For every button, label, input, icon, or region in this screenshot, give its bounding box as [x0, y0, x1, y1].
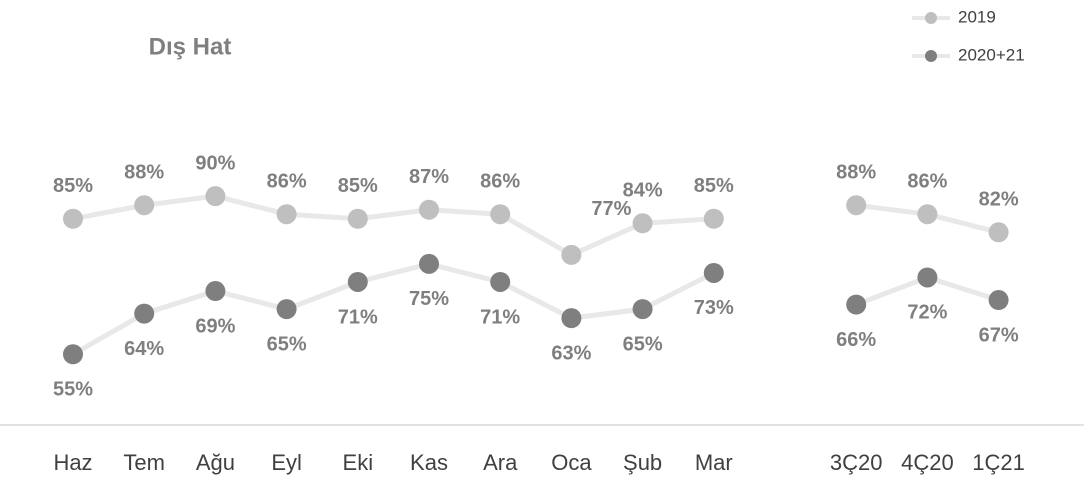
- x-tick-label: Haz: [53, 450, 92, 475]
- point: [846, 195, 867, 216]
- data-label: 86%: [267, 171, 307, 193]
- x-tick-label: Ağu: [196, 450, 235, 475]
- point: [917, 204, 938, 225]
- data-label: 85%: [694, 175, 734, 197]
- data-label: 88%: [836, 161, 876, 183]
- point: [988, 222, 1009, 243]
- point: [63, 208, 83, 229]
- point: [561, 244, 582, 265]
- data-label: 69%: [195, 315, 235, 337]
- data-label: 85%: [53, 175, 93, 197]
- point: [419, 253, 439, 274]
- point: [561, 308, 582, 329]
- data-label: 75%: [409, 288, 449, 310]
- data-label: 64%: [124, 338, 164, 360]
- point: [63, 344, 83, 365]
- point: [703, 208, 724, 229]
- x-tick-label: Eki: [343, 450, 374, 475]
- data-label: 63%: [551, 342, 591, 364]
- data-label: 86%: [480, 171, 520, 193]
- point: [276, 204, 297, 225]
- data-label: 71%: [338, 306, 378, 328]
- data-label: 55%: [53, 379, 93, 401]
- data-label: 71%: [480, 306, 520, 328]
- x-tick-label: 4Ç20: [901, 450, 954, 475]
- legend-label: 2019: [958, 7, 996, 26]
- point: [347, 271, 368, 292]
- x-tick-label: Oca: [551, 450, 592, 475]
- point: [205, 186, 226, 207]
- legend-marker: [925, 50, 937, 62]
- x-tick-label: 1Ç21: [972, 450, 1025, 475]
- legend-label: 2020+21: [958, 45, 1025, 64]
- point: [490, 204, 511, 225]
- data-label: 86%: [907, 171, 947, 193]
- data-label: 67%: [979, 324, 1019, 346]
- data-label: 65%: [267, 333, 307, 355]
- x-tick-label: 3Ç20: [830, 450, 883, 475]
- point: [988, 290, 1009, 311]
- point: [276, 299, 297, 320]
- x-tick-label: Eyl: [271, 450, 302, 475]
- x-tick-label: Mar: [695, 450, 733, 475]
- data-label: 66%: [836, 329, 876, 351]
- point: [632, 213, 653, 234]
- point: [703, 262, 724, 283]
- point: [632, 299, 653, 320]
- data-label: 72%: [907, 302, 947, 324]
- point: [490, 271, 511, 292]
- data-label: 82%: [979, 189, 1019, 211]
- x-tick-label: Tem: [123, 450, 165, 475]
- data-label: 87%: [409, 166, 449, 188]
- data-label: 85%: [338, 175, 378, 197]
- point: [134, 195, 155, 216]
- point: [846, 294, 867, 315]
- data-label: 88%: [124, 161, 164, 183]
- data-label: 65%: [623, 333, 663, 355]
- point: [419, 199, 439, 220]
- data-label: 77%: [591, 198, 631, 220]
- point: [134, 303, 155, 324]
- data-label: 73%: [694, 297, 734, 319]
- point: [917, 267, 938, 288]
- x-tick-label: Kas: [410, 450, 448, 475]
- chart-title: Dış Hat: [149, 33, 232, 60]
- legend-marker: [925, 12, 937, 24]
- point: [347, 208, 368, 229]
- x-tick-label: Şub: [623, 450, 662, 475]
- x-tick-label: Ara: [483, 450, 518, 475]
- point: [205, 281, 226, 302]
- data-label: 84%: [623, 180, 663, 202]
- data-label: 90%: [195, 152, 235, 174]
